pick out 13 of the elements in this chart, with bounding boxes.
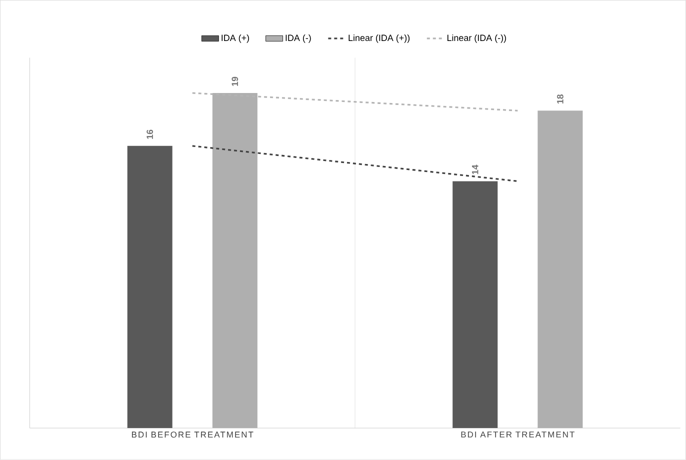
data-label: 16: [146, 130, 154, 139]
legend-label: Linear (IDA (-)): [447, 34, 506, 43]
bar: [452, 181, 498, 428]
data-label: 14: [472, 164, 478, 174]
legend-label: IDA (-): [286, 34, 311, 43]
x-tick-label: BDI AFTER TREATMENT: [461, 432, 574, 438]
legend-label: Linear (IDA (+)): [348, 34, 410, 43]
data-label: 19: [232, 76, 238, 86]
x-tick-label: BDI BEFORE TREATMENT: [132, 432, 254, 438]
bar: [538, 110, 583, 428]
bar: [127, 146, 172, 428]
data-label: 18: [557, 94, 564, 104]
legend-label: IDA (+): [222, 34, 249, 43]
